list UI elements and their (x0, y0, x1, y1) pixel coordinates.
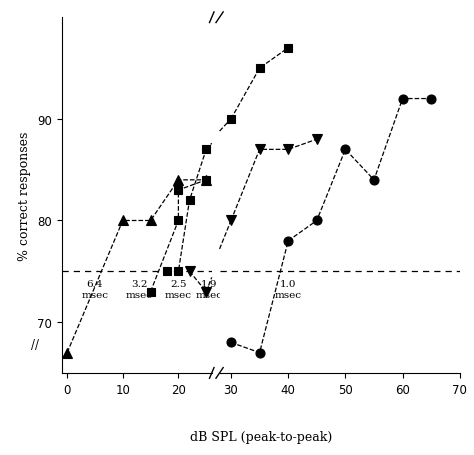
Text: //: // (31, 338, 38, 351)
Y-axis label: % correct responses: % correct responses (18, 131, 31, 260)
Text: 3.2
msec: 3.2 msec (126, 280, 153, 299)
Text: 1.0
msec: 1.0 msec (275, 280, 301, 299)
Text: 2.5
msec: 2.5 msec (165, 280, 192, 299)
Text: dB SPL (peak-to-peak): dB SPL (peak-to-peak) (190, 430, 332, 443)
Text: 6.4
msec: 6.4 msec (82, 280, 109, 299)
Text: 1.9
msec: 1.9 msec (195, 280, 222, 299)
